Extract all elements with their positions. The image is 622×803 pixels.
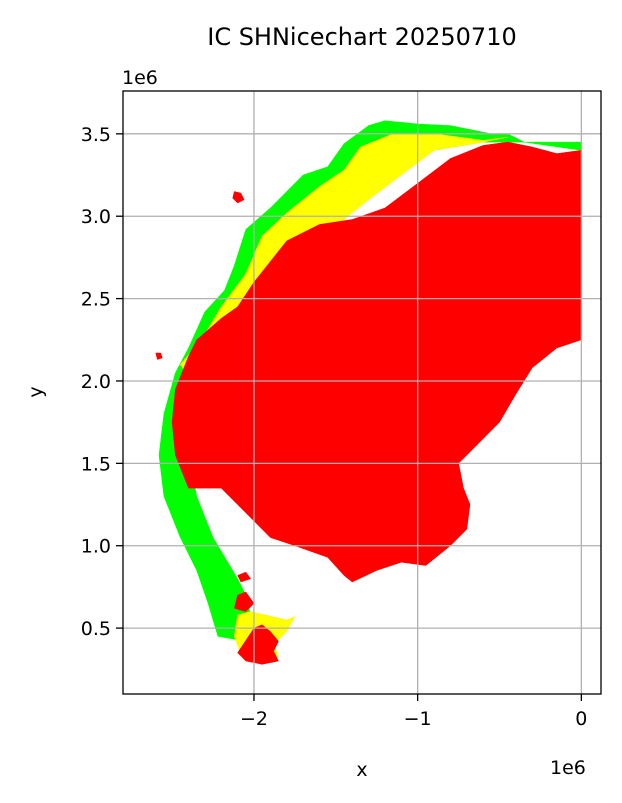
- plot-area: −2 −1 0 0.5 1.0 1.5 2.0 2.5 3.0 3.5: [81, 90, 602, 730]
- y-tick-label: 3.0: [81, 206, 111, 228]
- region-red-2: [233, 591, 255, 612]
- y-tick-label: 2.0: [81, 371, 111, 393]
- region-red-3: [237, 571, 252, 583]
- y-axis-label: y: [25, 386, 47, 397]
- plot-frame: [122, 90, 602, 695]
- y-tick-label: 3.5: [81, 124, 111, 146]
- x-tick-label: 0: [575, 708, 587, 730]
- x-tick-label: −1: [404, 708, 432, 730]
- region-red-4: [232, 191, 245, 204]
- y-tick-label: 1.5: [81, 453, 111, 475]
- y-tick-label: 1.0: [81, 536, 111, 558]
- region-red-0: [171, 141, 582, 583]
- chart-title: IC SHNicechart 20250710: [207, 23, 517, 51]
- x-axis-label: x: [356, 759, 367, 781]
- x-tick-label: −2: [240, 708, 268, 730]
- region-red-5: [155, 352, 163, 360]
- y-offset-label: 1e6: [122, 67, 158, 89]
- ice-regions: [155, 120, 582, 665]
- x-offset-label: 1e6: [550, 757, 586, 779]
- y-tick-label: 2.5: [81, 289, 111, 311]
- y-tick-label: 0.5: [81, 618, 111, 640]
